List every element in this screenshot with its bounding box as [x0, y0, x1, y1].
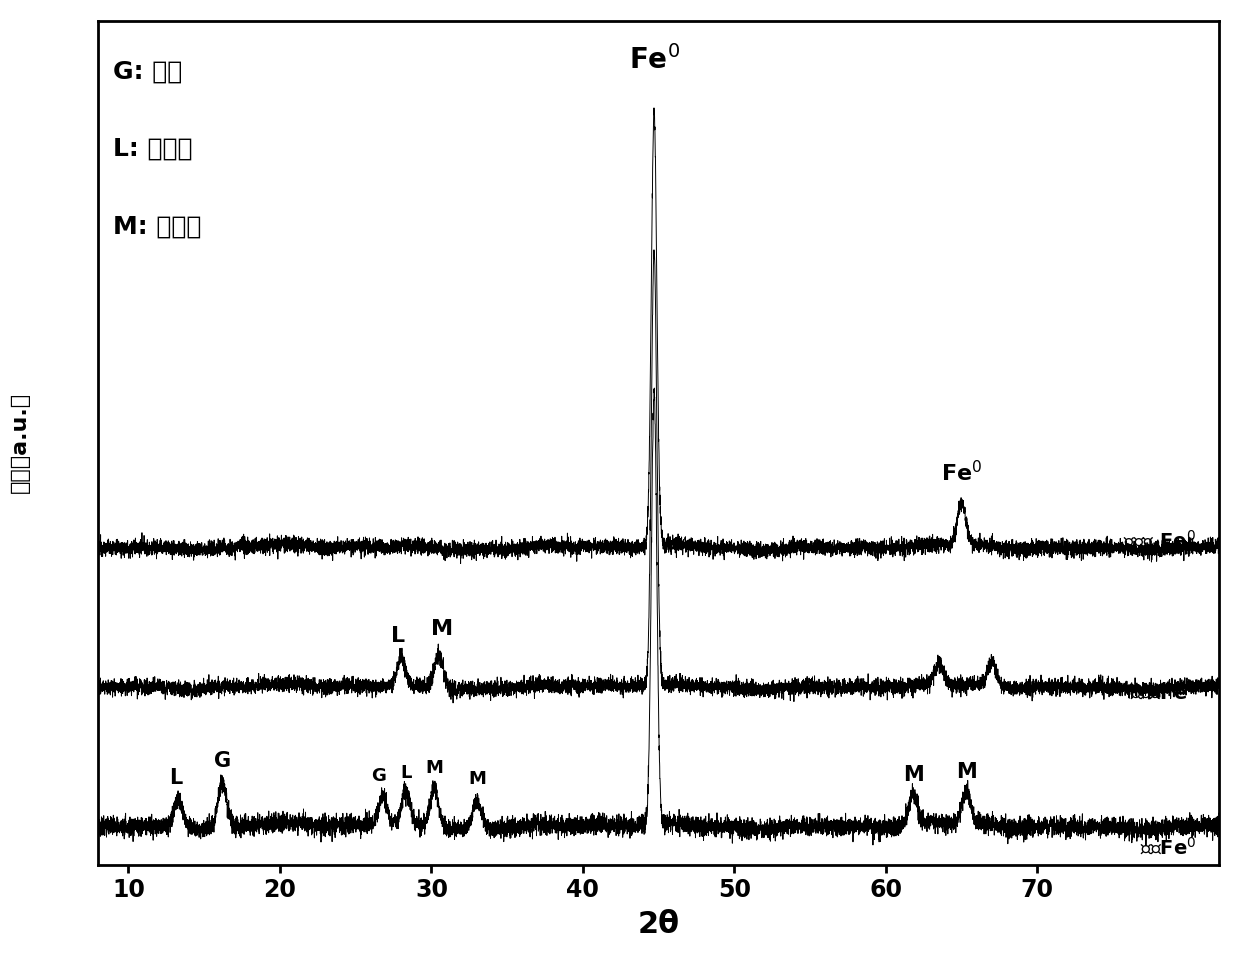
Text: L: 纤铁矿: L: 纤铁矿 — [113, 137, 192, 161]
Text: L: L — [391, 626, 405, 646]
X-axis label: 2θ: 2θ — [637, 910, 680, 939]
Text: M: M — [956, 762, 977, 782]
Text: 生物Fe$^{0}$: 生物Fe$^{0}$ — [1140, 837, 1197, 858]
Text: L: L — [401, 764, 412, 782]
Text: G: 绿锈: G: 绿锈 — [113, 60, 182, 84]
Text: 未反应 Fe$^{0}$: 未反应 Fe$^{0}$ — [1123, 530, 1197, 552]
Text: Fe$^{0}$: Fe$^{0}$ — [629, 45, 680, 75]
Text: M: M — [467, 770, 486, 788]
Text: M: M — [432, 619, 453, 639]
Text: Fe$^{0}$: Fe$^{0}$ — [941, 460, 982, 486]
Text: G: G — [371, 767, 386, 785]
Text: M: M — [425, 759, 444, 778]
Text: L: L — [169, 768, 182, 788]
Text: M: 磁铁矿: M: 磁铁矿 — [113, 214, 202, 238]
Text: 强度（a.u.）: 强度（a.u.） — [10, 393, 30, 493]
Text: M: M — [903, 765, 924, 785]
Text: G: G — [213, 751, 231, 771]
Text: 非生物Fe$^{0}$: 非生物Fe$^{0}$ — [1130, 682, 1197, 704]
